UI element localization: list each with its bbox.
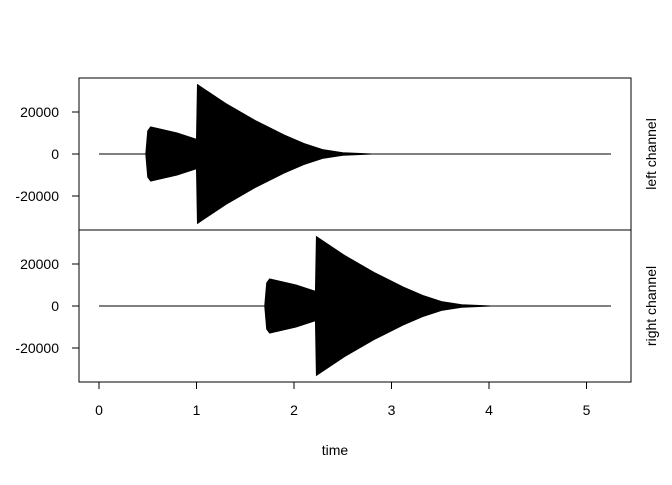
y-tick-label: 20000	[20, 104, 59, 120]
x-tick-label: 2	[290, 402, 298, 418]
x-tick-label: 0	[95, 402, 103, 418]
y-tick-label: 20000	[20, 256, 59, 272]
y-axis-label: right channel	[643, 266, 659, 346]
x-tick-label: 1	[193, 402, 201, 418]
y-tick-label: -20000	[15, 188, 59, 204]
x-tick-label: 5	[583, 402, 591, 418]
panel-right-channel: 20000 0 -20000 right channel	[15, 229, 659, 383]
y-axis-label: left channel	[643, 118, 659, 190]
x-tick-label: 3	[388, 402, 396, 418]
panel-left-channel: 20000 0 -20000 left channel	[15, 77, 659, 231]
y-tick-label: 0	[51, 298, 59, 314]
y-tick-label: 0	[51, 146, 59, 162]
x-tick-label: 4	[485, 402, 493, 418]
x-axis: 0 1 2 3 4 5	[95, 381, 591, 418]
x-axis-label: time	[322, 442, 349, 458]
y-tick-label: -20000	[15, 340, 59, 356]
